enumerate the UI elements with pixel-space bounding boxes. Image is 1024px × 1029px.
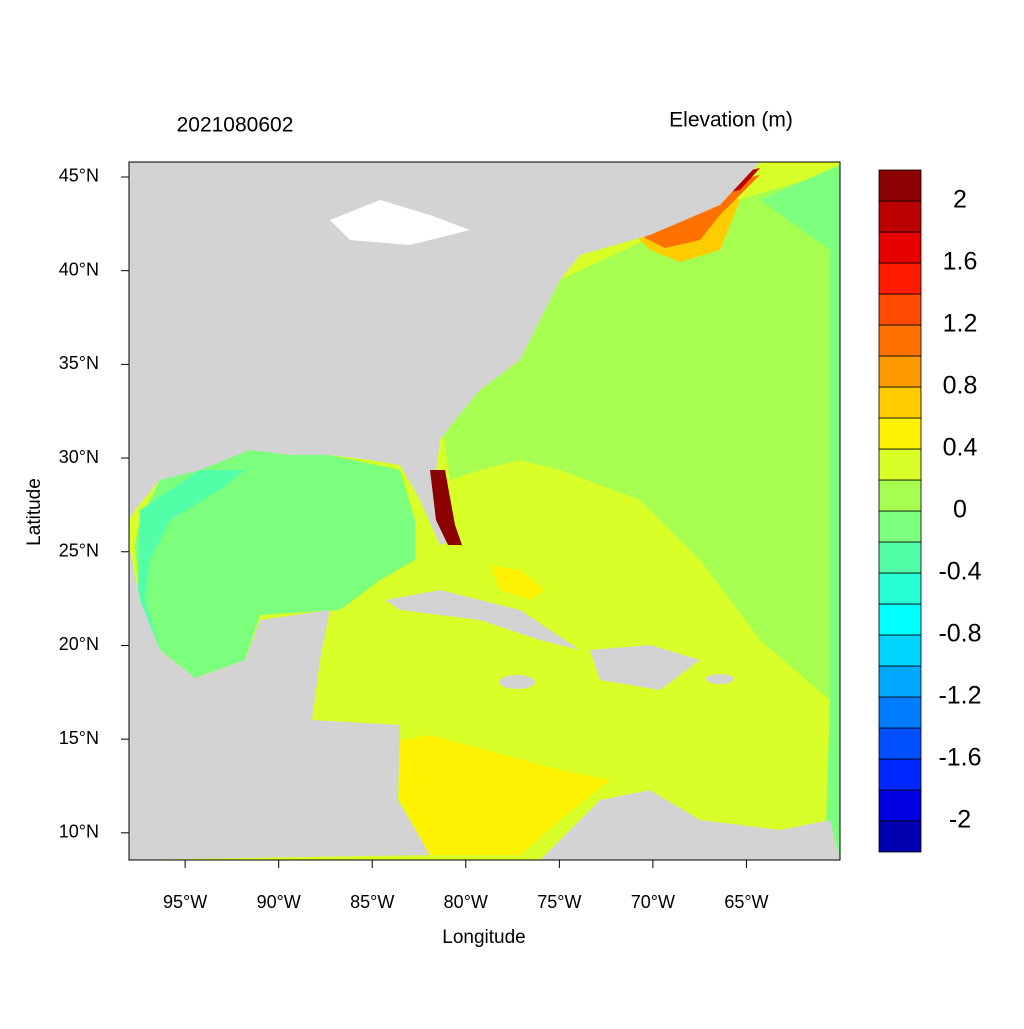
colorbar-box: [878, 324, 922, 357]
colorbar-box: [878, 169, 922, 202]
colorbar-box: [878, 510, 922, 543]
y-axis-label: Latitude: [24, 478, 45, 546]
puerto-rico-land: [706, 674, 734, 684]
colorbar-tick-label: -1.2: [938, 682, 981, 710]
x-tick-label: 70°W: [631, 892, 675, 912]
east-water: [760, 165, 840, 860]
north-america-land: [129, 162, 760, 545]
map-field: [129, 162, 840, 860]
map-title: 2021080602: [177, 114, 294, 137]
colorbar-box: [878, 355, 922, 388]
y-tick-label: 45°N: [59, 166, 99, 186]
colorbar-tick-label: -0.4: [938, 558, 981, 586]
x-tick-label: 65°W: [724, 892, 768, 912]
y-tick-label: 30°N: [59, 447, 99, 467]
bahamas-water: [490, 565, 545, 600]
x-tick-label: 95°W: [163, 892, 207, 912]
colorbar-tick-label: -2: [949, 806, 971, 834]
axes: 95°W 90°W 85°W 80°W 75°W 70°W 65°W 10°N 15°N 20°N…: [59, 166, 769, 912]
y-tick-label: 10°N: [59, 822, 99, 842]
y-tick-label: 25°N: [59, 541, 99, 561]
south-america-land: [540, 790, 840, 860]
colorbar-box: [878, 293, 922, 326]
x-tick-label: 85°W: [350, 892, 394, 912]
y-tick-label: 40°N: [59, 259, 99, 279]
colorbar-box: [878, 541, 922, 574]
colorbar-box: [878, 789, 922, 822]
gulf-water: [135, 450, 415, 678]
colorbar-tick-label: -0.8: [938, 620, 981, 648]
colorbar-box: [878, 696, 922, 729]
colorbar-tick-label: 0.4: [943, 434, 978, 462]
colorbar-box: [878, 448, 922, 481]
atlantic-water: [440, 170, 840, 860]
central-america-land: [129, 545, 430, 860]
colorbar-title: Elevation (m): [669, 109, 793, 132]
y-tick-label: 15°N: [59, 728, 99, 748]
x-axis-label: Longitude: [442, 927, 525, 948]
colorbar: -2 -1.6 -1.2 -0.8 -0.4 0 0.4 0.8 1.2 1.6 2: [878, 169, 982, 853]
colorbar-tick-label: -1.6: [938, 744, 981, 772]
south-caribbean-water: [400, 735, 610, 855]
colorbar-box: [878, 479, 922, 512]
colorbar-box: [878, 417, 922, 450]
jamaica-land: [499, 675, 535, 689]
y-tick-label: 35°N: [59, 353, 99, 373]
great-lakes: [330, 200, 470, 245]
colorbar-box: [878, 727, 922, 760]
colorbar-tick-label: 1.6: [943, 248, 978, 276]
colorbar-tick-label: 0.8: [943, 372, 978, 400]
colorbar-box: [878, 386, 922, 419]
colorbar-tick-label: 1.2: [943, 310, 978, 338]
gulf-west-water: [138, 470, 245, 650]
x-tick-label: 75°W: [537, 892, 581, 912]
colorbar-box: [878, 758, 922, 791]
colorbar-tick-label: 0: [953, 496, 967, 524]
colorbar-box: [878, 603, 922, 636]
cuba-land: [385, 590, 580, 650]
hispaniola-land: [590, 645, 700, 690]
colorbar-box: [878, 634, 922, 667]
colorbar-box: [878, 572, 922, 605]
colorbar-box: [878, 231, 922, 264]
colorbar-box: [878, 200, 922, 233]
y-tick-label: 20°N: [59, 634, 99, 654]
colorbar-box: [878, 820, 922, 853]
plot-frame: [128, 161, 841, 861]
colorbar-tick-label: 2: [953, 186, 967, 214]
colorbar-box: [878, 665, 922, 698]
x-tick-label: 80°W: [444, 892, 488, 912]
x-tick-label: 90°W: [257, 892, 301, 912]
colorbar-box: [878, 262, 922, 295]
florida-high-water: [430, 470, 462, 545]
